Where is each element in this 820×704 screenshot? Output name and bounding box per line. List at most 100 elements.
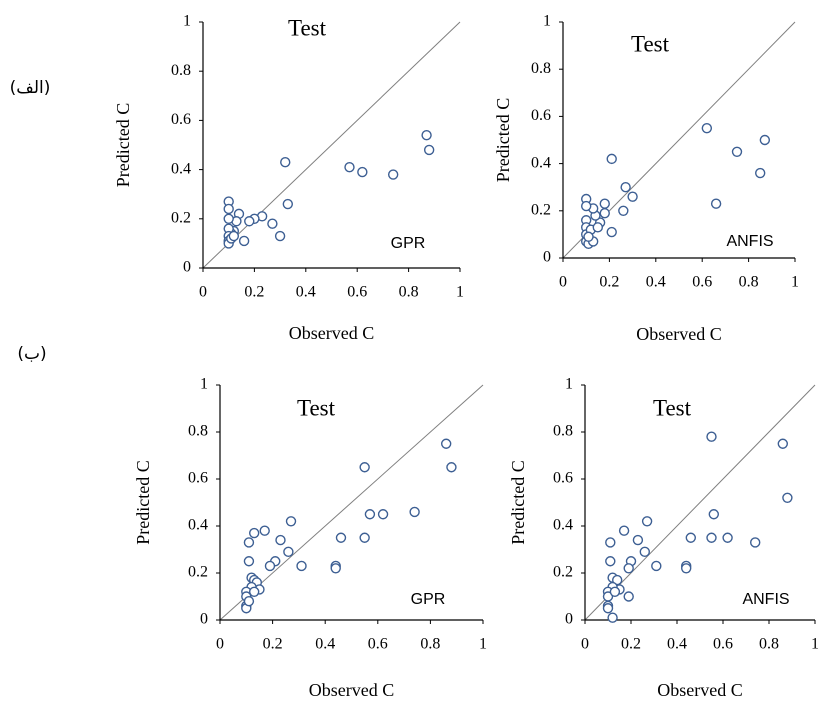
x-tick-label: 0.6 [347,284,367,301]
chart-title: Test [288,15,327,40]
chart-title: Test [631,31,670,56]
y-tick-label: 0.2 [188,564,208,581]
point [701,122,713,134]
point [750,537,761,548]
point [264,560,276,572]
point [364,509,376,520]
chart-title: Test [653,395,692,420]
y-tick-label: 0.6 [531,107,551,124]
point [623,591,634,602]
x-tick-label: 1 [791,274,799,291]
point [681,563,692,574]
y-tick-label: 0 [183,259,191,276]
y-tick-label: 0.4 [531,154,551,171]
panel-label: (الف) [10,78,51,98]
y-tick-label: 0.2 [171,209,191,226]
chart-title: Test [297,395,336,420]
point [623,563,634,574]
point [248,527,260,539]
model-label: GPR [391,235,426,252]
point [592,222,603,233]
y-tick-label: 0.4 [188,517,208,534]
x-tick-label: 0.2 [244,284,264,301]
y-axis-label: Predicted C [508,460,528,544]
point [335,532,347,543]
point [243,596,255,607]
point [223,213,234,225]
point [651,560,662,572]
x-axis-label: Observed C [636,324,721,344]
point [708,509,719,520]
reference-line [202,21,461,269]
y-tick-label: 0.6 [171,111,191,128]
point [605,537,616,548]
point [440,438,452,449]
x-tick-label: 0.8 [759,636,779,653]
point [606,226,617,238]
point [283,546,294,558]
model-label: ANFIS [742,591,789,608]
y-tick-label: 0 [543,249,551,266]
point [259,525,270,536]
point [581,200,592,212]
point [421,129,432,141]
y-axis-label: Predicted C [493,98,513,182]
point [599,207,610,219]
point [296,560,307,572]
point [275,534,286,546]
point [609,586,621,597]
y-tick-label: 1 [183,13,191,30]
point [377,509,389,520]
y-tick-label: 0.2 [553,564,573,581]
model-label: ANFIS [726,233,773,250]
y-axis-label: Predicted C [113,103,133,187]
y-tick-label: 1 [200,376,208,393]
point [618,525,630,536]
point [238,235,250,247]
panel-label: (ب) [17,344,46,364]
x-tick-label: 0.6 [713,636,733,653]
chart: 0 0.2 0.4 0.6 0.8 1 0 0.2 0.4 0.6 0.8 1 Test ANFIS Obs… [508,376,819,700]
point [387,169,399,180]
point [639,546,650,558]
y-tick-label: 0.6 [188,470,208,487]
point [685,532,696,543]
point [759,134,771,146]
point [409,506,420,518]
chart: 0 0.2 0.4 0.6 0.8 1 0 0.2 0.4 0.6 0.8 1 Test GPR Obser… [113,13,464,343]
point [605,556,616,567]
point [710,198,722,209]
x-tick-label: 0.4 [315,636,335,653]
x-tick-label: 0 [559,274,567,291]
x-axis-label: Observed C [289,323,374,343]
point [620,181,631,193]
y-tick-label: 0.8 [553,423,573,440]
x-tick-label: 0.4 [646,274,666,291]
y-tick-label: 1 [565,376,573,393]
point [706,431,717,442]
x-tick-label: 0 [581,636,589,653]
reference-line [584,384,816,621]
x-tick-label: 1 [456,284,464,301]
point [330,563,341,574]
point [243,556,255,567]
x-tick-label: 1 [811,636,819,653]
point [285,516,297,527]
point [731,146,743,158]
point [359,532,370,543]
x-tick-label: 1 [479,636,487,653]
point [599,198,610,209]
y-tick-label: 0.8 [531,60,551,77]
point [267,218,278,229]
point [359,462,370,473]
point [243,537,255,548]
point [583,231,594,242]
y-tick-label: 0.8 [171,62,191,79]
x-tick-label: 0.4 [296,284,316,301]
x-axis-label: Observed C [309,680,394,700]
point [357,166,368,178]
point [755,167,766,179]
y-tick-label: 0.4 [553,517,573,534]
point [344,161,355,173]
point [602,603,614,614]
